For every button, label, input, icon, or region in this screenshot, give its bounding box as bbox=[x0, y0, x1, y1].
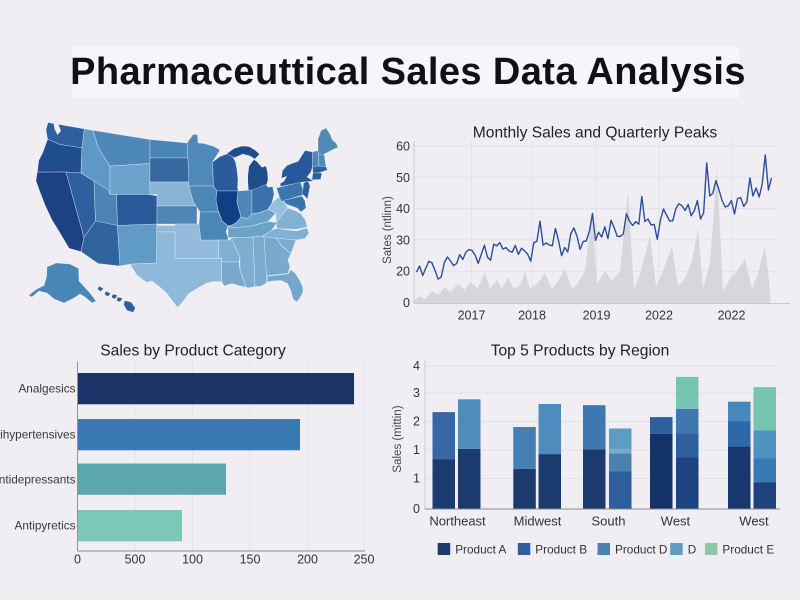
svg-text:D: D bbox=[688, 543, 697, 557]
svg-text:2: 2 bbox=[413, 415, 420, 429]
svg-text:2017: 2017 bbox=[458, 309, 486, 323]
svg-text:20: 20 bbox=[396, 265, 410, 279]
svg-text:500: 500 bbox=[125, 553, 146, 567]
svg-text:2022: 2022 bbox=[718, 309, 746, 323]
svg-text:2019: 2019 bbox=[583, 309, 611, 323]
svg-text:Sales by Product Category: Sales by Product Category bbox=[100, 343, 286, 360]
svg-text:Product D: Product D bbox=[615, 543, 667, 557]
svg-text:Top 5 Products by Region: Top 5 Products by Region bbox=[491, 343, 670, 360]
svg-text:Product E: Product E bbox=[722, 543, 774, 557]
svg-text:30: 30 bbox=[396, 233, 410, 247]
svg-text:40: 40 bbox=[396, 202, 410, 216]
svg-text:Midwest: Midwest bbox=[514, 514, 562, 529]
svg-text:2022: 2022 bbox=[645, 309, 673, 323]
svg-text:West: West bbox=[661, 514, 691, 529]
svg-text:2018: 2018 bbox=[518, 309, 546, 323]
svg-text:Antihypertensives: Antihypertensives bbox=[0, 428, 76, 442]
svg-text:Antipyretics: Antipyretics bbox=[15, 519, 76, 533]
svg-text:South: South bbox=[592, 514, 626, 529]
svg-text:West: West bbox=[739, 514, 769, 529]
svg-text:Antidepressants: Antidepressants bbox=[0, 473, 76, 487]
svg-text:200: 200 bbox=[297, 553, 318, 567]
svg-text:Analgesics: Analgesics bbox=[18, 382, 75, 396]
svg-text:50: 50 bbox=[396, 171, 410, 185]
svg-text:250: 250 bbox=[354, 553, 375, 567]
svg-text:4: 4 bbox=[413, 359, 420, 373]
svg-text:1: 1 bbox=[413, 472, 420, 486]
svg-text:100: 100 bbox=[182, 553, 203, 567]
svg-text:1: 1 bbox=[413, 443, 420, 457]
svg-text:Sales (mittin): Sales (mittin) bbox=[392, 405, 404, 472]
svg-text:0: 0 bbox=[74, 553, 81, 567]
svg-text:Northeast: Northeast bbox=[429, 514, 486, 529]
svg-text:60: 60 bbox=[396, 140, 410, 154]
svg-text:0: 0 bbox=[413, 502, 420, 516]
svg-text:3: 3 bbox=[413, 386, 420, 400]
svg-text:Product A: Product A bbox=[455, 543, 506, 557]
svg-text:Product B: Product B bbox=[535, 543, 587, 557]
svg-text:150: 150 bbox=[240, 553, 261, 567]
svg-text:Monthly Sales and Quarterly Pe: Monthly Sales and Quarterly Peaks bbox=[473, 125, 718, 142]
svg-text:Sates (ntlinn): Sates (ntlinn) bbox=[382, 196, 394, 264]
svg-text:0: 0 bbox=[403, 296, 410, 310]
